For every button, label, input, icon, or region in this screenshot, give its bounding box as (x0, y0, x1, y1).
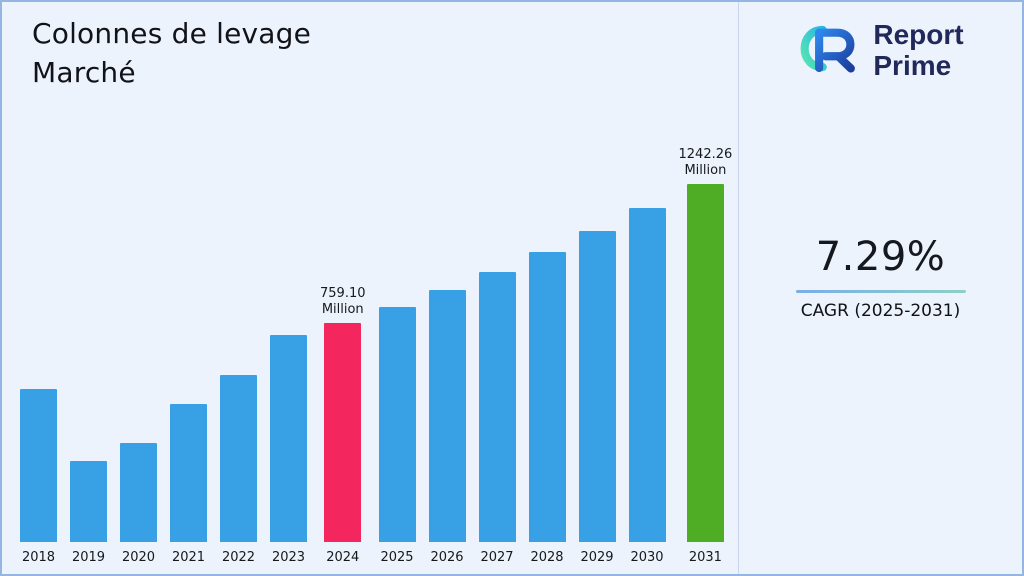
x-tick-label: 2018 (21, 550, 56, 565)
cagr-label: CAGR (2025-2031) (800, 301, 961, 321)
bar-chart: 2018 2019 2020 2021 2022 2023 759.10 Million 20… (20, 147, 732, 567)
bar-2028 (528, 252, 566, 542)
chart-column: 1242.26 Million 2031 (679, 147, 733, 567)
bar-2020 (120, 443, 157, 542)
chart-column: 759.10 Million 2024 (320, 286, 366, 567)
x-tick-label: 2021 (171, 550, 206, 565)
brand-name: Report Prime (873, 19, 964, 81)
chart-column: 2022 (220, 375, 257, 566)
x-tick-label: 2019 (71, 550, 106, 565)
chart-column: 2020 (120, 443, 157, 566)
bar-2023 (270, 335, 307, 542)
x-tick-label: 2031 (688, 550, 722, 565)
chart-column: 2018 (20, 389, 57, 566)
bar-2019 (70, 461, 107, 542)
bar-value-label: 1242.26 Million (678, 146, 733, 178)
page-title: Colonnes de levage Marché (32, 17, 312, 90)
bar-2031 (686, 184, 724, 542)
chart-column: 2028 (528, 252, 566, 566)
bar-2022 (220, 375, 257, 542)
x-tick-label: 2022 (221, 550, 256, 565)
bar-value-label: 759.10 Million (320, 285, 366, 317)
x-tick-label: 2029 (580, 550, 614, 565)
x-tick-label: 2023 (271, 550, 306, 565)
x-tick-label: 2030 (630, 550, 664, 565)
cagr-block: 7.29% CAGR (2025-2031) (795, 234, 966, 321)
cagr-value: 7.29% (815, 234, 946, 280)
bar-2018 (20, 389, 57, 542)
x-tick-label: 2027 (480, 550, 514, 565)
x-tick-label: 2024 (326, 550, 360, 565)
bar-2026 (428, 290, 466, 542)
bar-2021 (170, 404, 207, 542)
chart-column: 2027 (478, 272, 516, 566)
bar-2025 (378, 307, 416, 542)
x-tick-label: 2020 (121, 550, 156, 565)
brand-row: Report Prime (797, 19, 964, 82)
x-tick-label: 2026 (430, 550, 464, 565)
chart-column: 2021 (170, 404, 207, 566)
bar-2027 (478, 272, 516, 542)
cagr-underline (795, 290, 966, 293)
x-tick-label: 2025 (380, 550, 414, 565)
bar-2029 (578, 231, 616, 542)
chart-column: 2026 (428, 290, 466, 566)
report-prime-logo-icon (797, 20, 863, 82)
chart-section: Colonnes de levage Marché 2018 2019 2020 20… (2, 2, 739, 574)
chart-column: 2030 (628, 208, 666, 566)
bar-2024 (324, 323, 362, 542)
chart-column: 2029 (578, 231, 616, 566)
chart-column: 2023 (270, 335, 307, 566)
bar-2030 (628, 208, 666, 542)
chart-column: 2025 (378, 307, 416, 566)
right-panel: Report Prime 7.29% CAGR (2025-2031) (739, 2, 1022, 574)
x-tick-label: 2028 (530, 550, 564, 565)
chart-column: 2019 (70, 461, 107, 566)
